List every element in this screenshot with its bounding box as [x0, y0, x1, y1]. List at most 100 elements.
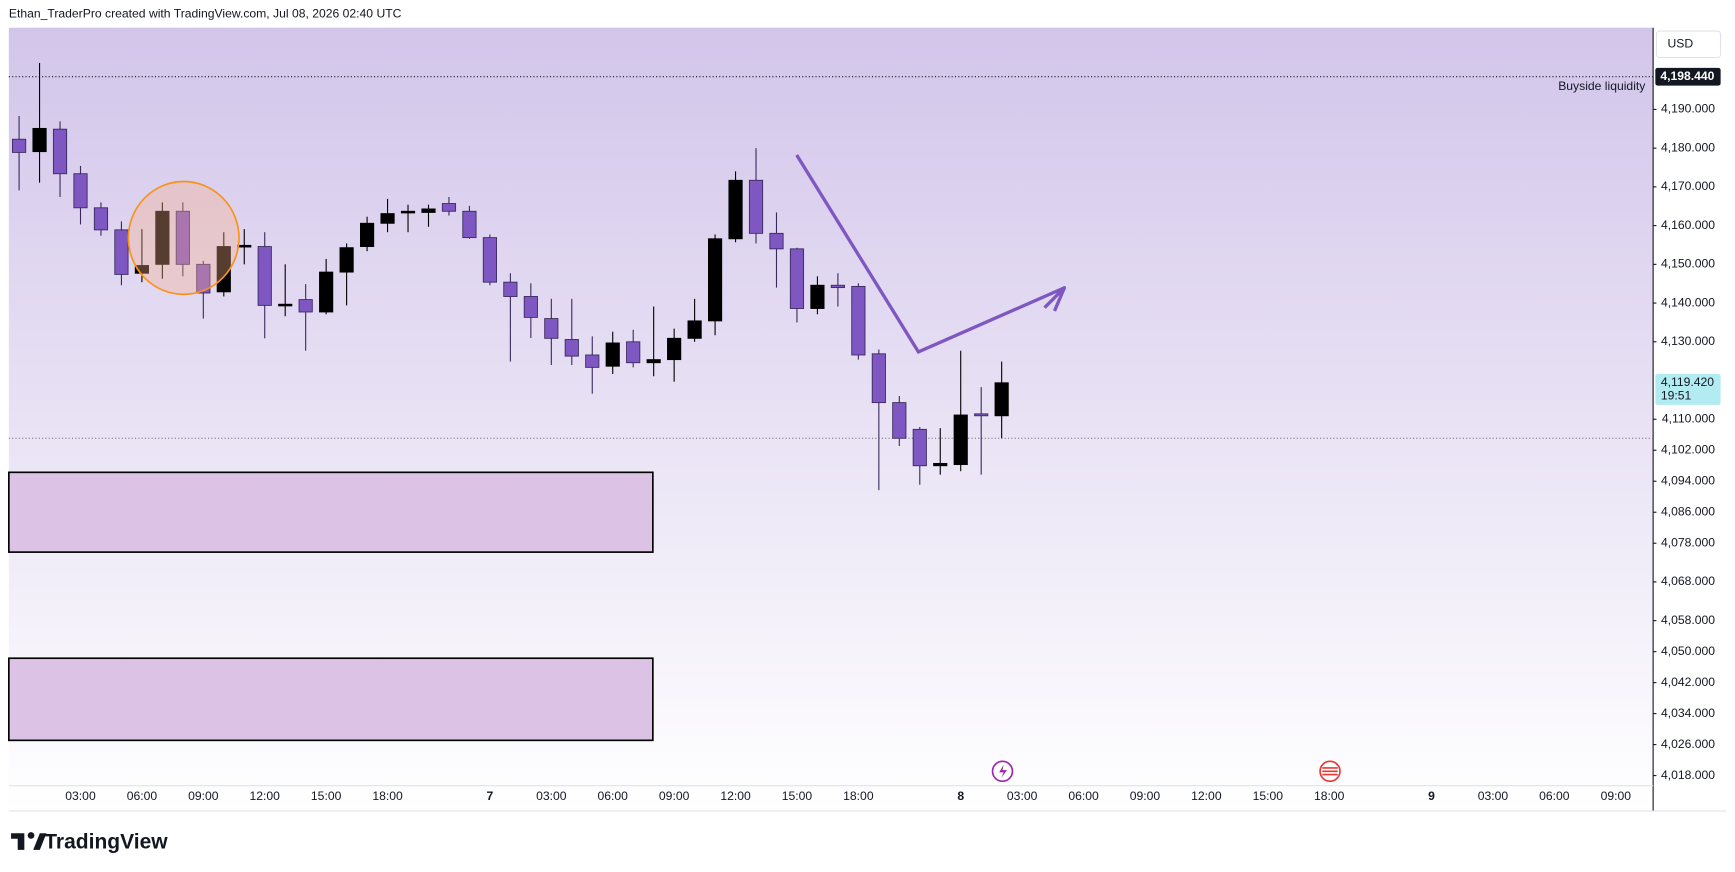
candle-body	[298, 299, 313, 313]
hline-price-box	[1655, 67, 1721, 86]
candle-body	[175, 210, 190, 265]
candle-body	[646, 359, 661, 364]
y-tick-label: 4,130.000	[1661, 334, 1715, 348]
y-tick-label: 4,026.000	[1661, 737, 1715, 751]
y-tick-label: 4,094.000	[1661, 473, 1715, 487]
candle-body	[892, 402, 907, 439]
y-tick-label: 4,068.000	[1661, 574, 1715, 588]
y-tick-label: 4,160.000	[1661, 218, 1715, 232]
candle-body	[544, 318, 559, 339]
y-tick-label: 4,140.000	[1661, 295, 1715, 309]
candle-body	[769, 232, 784, 250]
candle-body	[441, 203, 457, 212]
day-label: 7	[487, 789, 494, 803]
y-tick-label: 4,102.000	[1661, 442, 1715, 456]
brand-logo[interactable]: TradingView	[11, 831, 168, 854]
arrow-head	[1043, 286, 1067, 312]
hline-price-label: 4,198.440	[1660, 69, 1714, 83]
day-label: 9	[1428, 789, 1435, 803]
candle-body	[912, 428, 927, 467]
currency[interactable]: USD	[1668, 37, 1694, 51]
x-tick-label: 15:00	[782, 789, 813, 803]
x-tick-label: 09:00	[188, 789, 219, 803]
x-tick-label: 12:00	[720, 789, 751, 803]
candle-body	[728, 179, 743, 240]
x-tick-label: 03:00	[65, 789, 96, 803]
last-price-box	[1655, 373, 1721, 405]
x-tick-label: 18:00	[372, 789, 403, 803]
candle-body	[155, 210, 170, 265]
candle-body	[585, 354, 600, 368]
x-tick-label: 03:00	[536, 789, 567, 803]
x-tick-label: 06:00	[598, 789, 629, 803]
candle-body	[687, 320, 702, 339]
candle-body	[400, 210, 416, 214]
candle-body	[748, 179, 764, 234]
brand-name: TradingView	[44, 831, 168, 854]
x-tick-label: 12:00	[250, 789, 281, 803]
x-tick-label: 03:00	[1007, 789, 1038, 803]
candle-body	[933, 462, 948, 467]
y-tick-label: 4,050.000	[1661, 644, 1715, 658]
candle-body	[707, 238, 723, 322]
x-tick-label: 09:00	[659, 789, 690, 803]
candle-body	[851, 285, 866, 356]
y-tick-label: 4,110.000	[1662, 411, 1715, 425]
candle-body	[52, 128, 68, 175]
projection-path	[795, 154, 1066, 355]
candle-body	[523, 296, 538, 318]
candle-body	[462, 210, 477, 239]
candle-body	[73, 173, 88, 209]
logo-mark	[11, 832, 47, 850]
candle-body	[605, 342, 620, 367]
candle-body	[482, 237, 497, 283]
candle-body	[12, 138, 27, 153]
y-tick-label: 4,180.000	[1661, 140, 1715, 154]
event-bolt	[999, 764, 1007, 778]
flag-stripes	[1322, 767, 1338, 776]
x-tick-label: 12:00	[1191, 789, 1222, 803]
candle-body	[626, 341, 641, 364]
candle-body	[134, 265, 149, 274]
candle-body	[257, 246, 272, 306]
candle-body	[953, 414, 968, 466]
y-tick-label: 4,086.000	[1661, 504, 1715, 518]
candle-body	[339, 247, 354, 273]
candle-body	[32, 127, 47, 153]
currency-box[interactable]	[1655, 30, 1722, 59]
candle-body	[789, 248, 805, 309]
candle-body	[564, 339, 579, 357]
candle-body	[114, 229, 129, 275]
y-tick-label: 4,058.000	[1661, 613, 1715, 627]
candle-body	[503, 281, 518, 297]
zone	[8, 657, 654, 742]
x-tick-label: 15:00	[1253, 789, 1284, 803]
candle-body	[237, 244, 252, 248]
x-tick-label: 15:00	[311, 789, 342, 803]
candle-body	[360, 222, 375, 247]
last-price-label: 4,119.420	[1661, 375, 1714, 389]
candle-body	[278, 303, 293, 307]
candle-body	[810, 284, 825, 309]
x-tick-label: 03:00	[1478, 789, 1509, 803]
y-tick-label: 4,034.000	[1661, 706, 1715, 720]
hline-text: Buyside liquidity	[1558, 79, 1646, 93]
x-tick-label: 09:00	[1130, 789, 1161, 803]
attribution: Ethan_TraderPro created with TradingView…	[9, 7, 402, 21]
y-tick-label: 4,042.000	[1661, 675, 1715, 689]
y-tick-label: 4,018.000	[1661, 768, 1715, 782]
candle-body	[871, 353, 886, 404]
chart-layer: Buyside liquidity	[8, 62, 1654, 742]
y-tick-label: 4,170.000	[1661, 179, 1715, 193]
x-tick-label: 06:00	[1539, 789, 1570, 803]
candle-body	[380, 213, 395, 224]
candle-body	[319, 271, 334, 313]
highlight-circle	[127, 180, 240, 296]
candle-body	[93, 207, 109, 231]
x-tick-label: 18:00	[843, 789, 874, 803]
x-tick-label: 06:00	[1068, 789, 1099, 803]
day-label: 8	[957, 789, 964, 803]
x-tick-label: 18:00	[1314, 789, 1345, 803]
